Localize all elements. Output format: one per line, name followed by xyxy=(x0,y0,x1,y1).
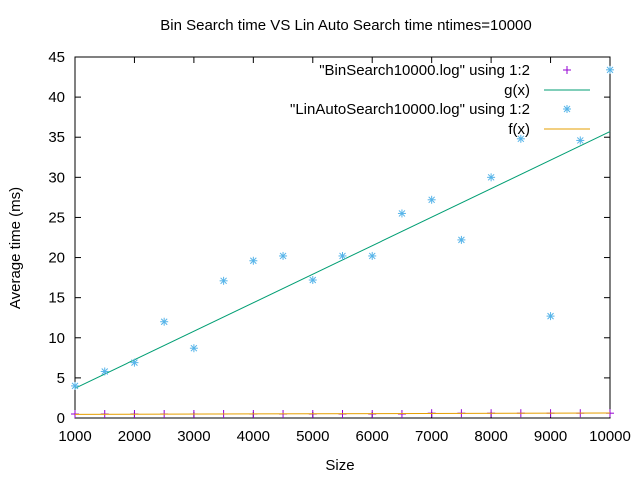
data-point xyxy=(338,251,347,260)
legend-swatch xyxy=(563,66,571,74)
legend-label: f(x) xyxy=(508,121,530,138)
data-point xyxy=(576,136,585,145)
legend-label: "BinSearch10000.log" using 1:2 xyxy=(319,62,530,79)
axis-ticks: 1000 2000 3000 4000 5000 6000 7000 8000 9000 1000… xyxy=(48,49,631,445)
data-point xyxy=(487,173,496,182)
x-axis-label: Size xyxy=(325,457,354,474)
y-tick-label: 5 xyxy=(57,370,65,387)
y-tick-label: 40 xyxy=(48,89,65,106)
x-tick-label: 10000 xyxy=(589,428,631,445)
series-line-1 xyxy=(74,131,611,389)
data-point xyxy=(160,317,169,326)
y-tick-label: 30 xyxy=(48,169,65,186)
x-tick-label: 8000 xyxy=(474,428,507,445)
x-tick-label: 9000 xyxy=(534,428,567,445)
data-point xyxy=(308,276,317,285)
data-point xyxy=(427,195,436,204)
data-point xyxy=(219,276,228,285)
x-tick-label: 6000 xyxy=(356,428,389,445)
data-point xyxy=(457,235,466,244)
y-tick-label: 35 xyxy=(48,129,65,146)
x-tick-label: 2000 xyxy=(118,428,151,445)
data-point xyxy=(100,367,109,376)
data-point xyxy=(516,134,525,143)
y-tick-label: 10 xyxy=(48,330,65,347)
y-tick-label: 20 xyxy=(48,250,65,267)
plot-frame xyxy=(74,56,611,419)
x-tick-label: 3000 xyxy=(177,428,210,445)
data-point xyxy=(606,65,614,74)
y-tick-label: 45 xyxy=(48,49,65,66)
x-tick-label: 7000 xyxy=(415,428,448,445)
legend-label: "LinAutoSearch10000.log" using 1:2 xyxy=(290,101,530,118)
data-point xyxy=(368,251,377,260)
data-point xyxy=(397,209,406,218)
y-tick-label: 15 xyxy=(48,290,65,307)
x-tick-label: 1000 xyxy=(58,428,91,445)
x-tick-label: 5000 xyxy=(296,428,329,445)
series-line-3 xyxy=(74,412,611,415)
y-tick-label: 0 xyxy=(57,410,65,427)
legend: "BinSearch10000.log" using 1:2 g(x) "LinAu… xyxy=(290,62,590,138)
chart-title: Bin Search time VS Lin Auto Search time … xyxy=(160,17,531,34)
data-point xyxy=(546,312,555,321)
data-point xyxy=(279,251,288,260)
data-point xyxy=(71,381,79,390)
y-tick-label: 25 xyxy=(48,209,65,226)
data-point xyxy=(249,256,258,265)
x-tick-label: 4000 xyxy=(237,428,270,445)
y-axis-label: Average time (ms) xyxy=(7,187,24,309)
legend-swatch xyxy=(563,105,571,113)
legend-label: g(x) xyxy=(504,82,530,99)
data-point xyxy=(189,344,198,353)
data-point xyxy=(130,358,139,367)
plot-area xyxy=(71,65,614,418)
